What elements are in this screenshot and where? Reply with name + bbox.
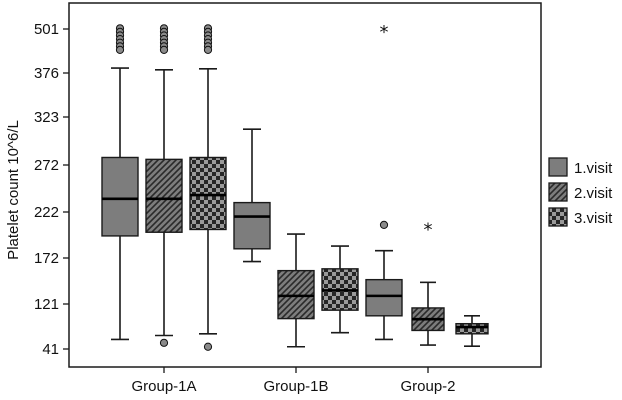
legend: 1.visit 2.visit 3.visit [548, 157, 613, 227]
legend-swatch [548, 207, 568, 227]
box-iqr [233, 201, 271, 250]
legend-label: 2.visit [574, 185, 613, 202]
y-tick-label: 376 [34, 65, 59, 82]
y-tick-label: 172 [34, 250, 59, 267]
legend-swatch [548, 157, 568, 177]
x-tick-label: Group-1B [263, 378, 328, 395]
y-tick-label: 121 [34, 296, 59, 313]
box-iqr [189, 156, 227, 231]
outlier-circle-marker [203, 342, 213, 351]
legend-item: 1.visit [548, 157, 613, 177]
x-axis: Group-1A Group-1B Group-2 [131, 367, 456, 395]
x-tick-label: Group-1A [131, 378, 196, 395]
box-3visit-group-1b [321, 245, 359, 334]
y-tick-label: 323 [34, 109, 59, 126]
y-tick-label: 41 [42, 341, 59, 358]
box-1visit-group-1b [233, 128, 271, 263]
box-iqr [145, 158, 183, 233]
legend-item: 2.visit [548, 182, 613, 202]
box-iqr [455, 322, 489, 335]
plot-frame [68, 2, 542, 368]
legend-label: 3.visit [574, 210, 613, 227]
legend-swatch [548, 182, 568, 202]
outlier-star-marker: * [380, 22, 389, 43]
y-tick-label: 501 [34, 21, 59, 38]
outlier-star-marker: * [424, 220, 433, 241]
box-2visit-group-2: * [411, 220, 445, 346]
box-3visit-group-2 [455, 315, 489, 347]
box-3visit-group-1a [189, 24, 227, 351]
outlier-circle-marker [159, 338, 169, 347]
y-axis-title: Platelet count 10^6/L [5, 120, 22, 260]
outlier-circle-marker [115, 45, 125, 54]
legend-label: 1.visit [574, 160, 613, 177]
y-tick-label: 272 [34, 157, 59, 174]
y-axis: 501 376 323 272 222 172 121 41 [34, 21, 69, 358]
x-tick-label: Group-2 [400, 378, 455, 395]
box-1visit-group-2: * [365, 22, 403, 341]
box-iqr [101, 156, 139, 237]
box-iqr [365, 278, 403, 317]
y-tick-label: 222 [34, 204, 59, 221]
box-2visit-group-1a [145, 24, 183, 347]
plot-area: ** [101, 22, 489, 351]
outlier-circle-marker [159, 45, 169, 54]
legend-item: 3.visit [548, 207, 613, 227]
outlier-circle-marker [379, 220, 389, 229]
box-2visit-group-1b [277, 233, 315, 348]
outlier-circle-marker [203, 45, 213, 54]
box-1visit-group-1a [101, 24, 139, 341]
